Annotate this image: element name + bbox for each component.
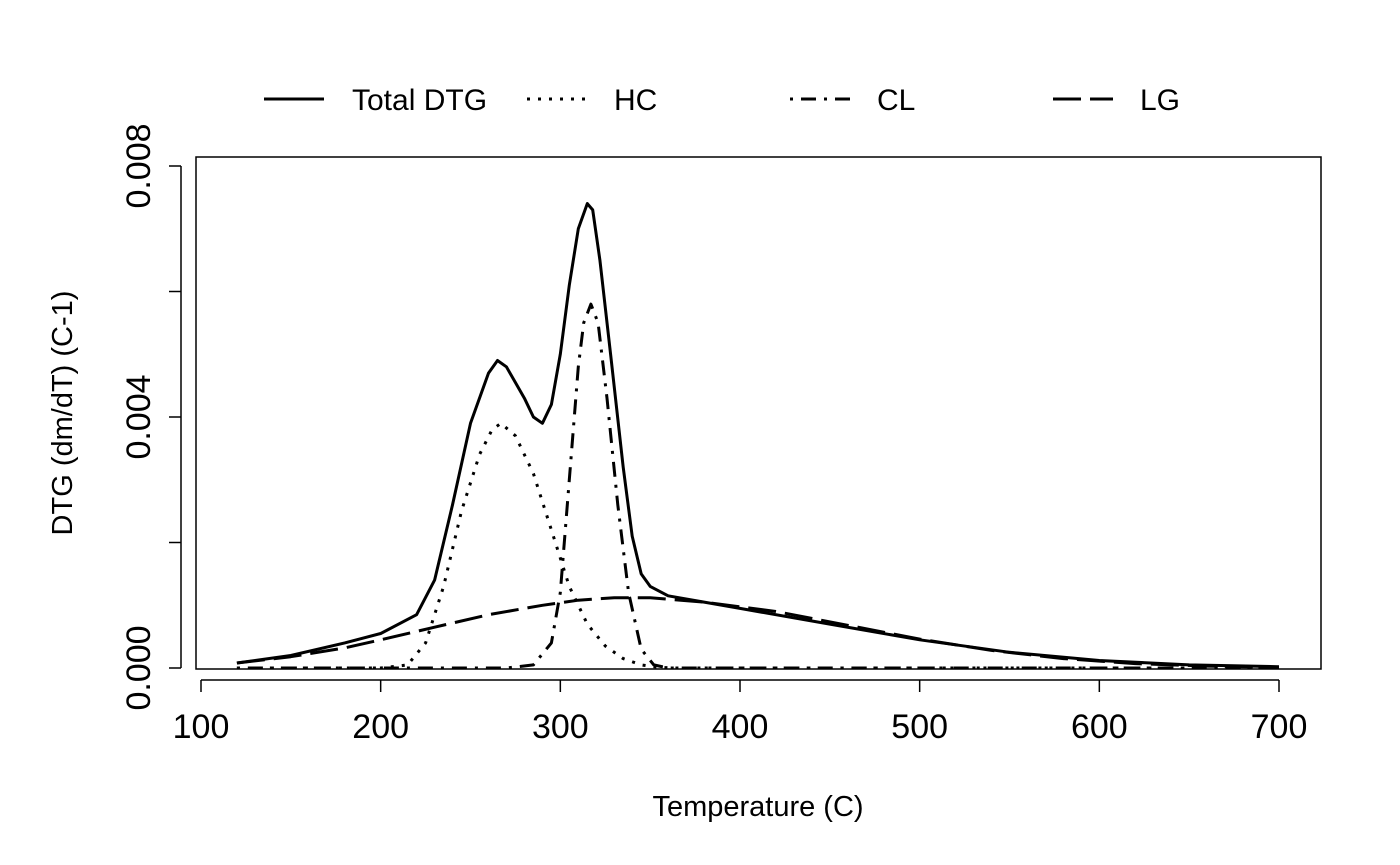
x-tick-label: 600 [1071,708,1128,746]
x-tick-label: 700 [1251,708,1308,746]
y-tick-label: 0.000 [120,625,158,710]
x-tick-label: 500 [891,708,948,746]
x-axis-label: Temperature (C) [652,791,863,823]
y-axis-label: DTG (dm/dT) (C-1) [47,291,79,536]
x-tick-label: 400 [712,708,769,746]
plot-frame [195,156,1322,670]
series-line-cl [236,302,1279,670]
series-line-lg [236,596,1280,669]
y-tick-label: 0.008 [120,123,158,208]
legend-label: CL [877,84,915,117]
series-layer [236,202,1280,670]
series-line-hc [236,421,1279,670]
y-tick-label: 0.004 [120,374,158,459]
x-axis: 100 200 300 400 500 600 700 [173,679,1308,746]
x-tick-label: 200 [352,708,409,746]
legend-label: HC [614,84,657,117]
legend: Total DTG HC CL LG [264,84,1180,117]
legend-label: Total DTG [352,84,487,117]
x-tick-label: 100 [173,708,230,746]
y-axis: 0.000 0.004 0.008 [120,123,182,711]
x-tick-label: 300 [532,708,589,746]
series-line-total-dtg [236,202,1280,669]
legend-label: LG [1140,84,1180,117]
